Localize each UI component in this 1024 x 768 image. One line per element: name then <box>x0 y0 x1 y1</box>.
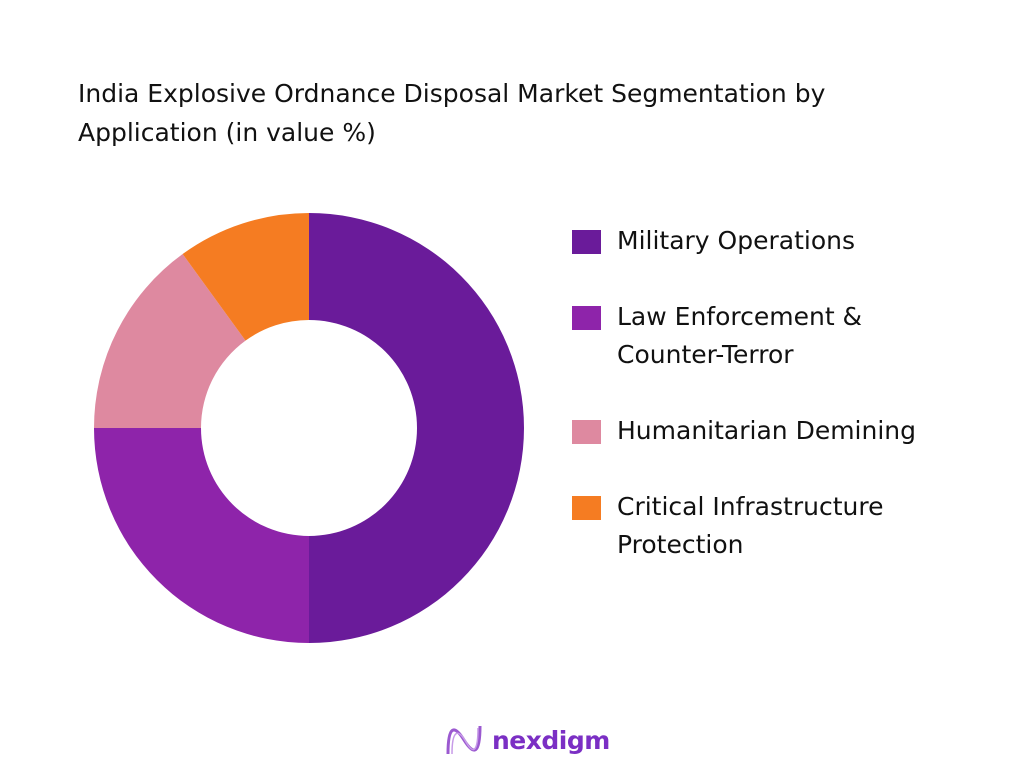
legend-label-line: Law Enforcement & <box>617 302 863 331</box>
slice-critical-infrastructure-protection <box>182 213 309 341</box>
nexdigm-wave-icon <box>446 725 482 755</box>
legend-label-line: Counter-Terror <box>617 340 794 369</box>
legend-item: Critical Infrastructure Protection <box>572 488 992 564</box>
legend-label-line: Critical Infrastructure <box>617 492 884 521</box>
legend-item: Military Operations <box>572 222 992 260</box>
legend-label-line: Military Operations <box>617 226 855 255</box>
legend-label: Critical Infrastructure Protection <box>617 488 883 564</box>
slice-humanitarian-demining <box>94 254 246 428</box>
logo-text: nexdigm <box>492 725 610 755</box>
legend-swatch <box>572 230 601 254</box>
slice-law-enforcement-counter-terror <box>94 428 309 643</box>
chart-title: India Explosive Ordnance Disposal Market… <box>78 79 826 147</box>
legend-swatch <box>572 306 601 330</box>
legend-swatch <box>572 420 601 444</box>
legend-label: Military Operations <box>617 222 855 260</box>
legend-item: Humanitarian Demining <box>572 412 992 450</box>
nexdigm-logo: nexdigm <box>444 722 610 758</box>
legend-label: Law Enforcement & Counter-Terror <box>617 298 862 374</box>
legend-item: Law Enforcement & Counter-Terror <box>572 298 992 374</box>
legend-swatch <box>572 496 601 520</box>
legend-label-line: Protection <box>617 530 744 559</box>
legend-label-line: Humanitarian Demining <box>617 416 916 445</box>
slice-military-operations <box>309 213 524 643</box>
legend-label: Humanitarian Demining <box>617 412 916 450</box>
